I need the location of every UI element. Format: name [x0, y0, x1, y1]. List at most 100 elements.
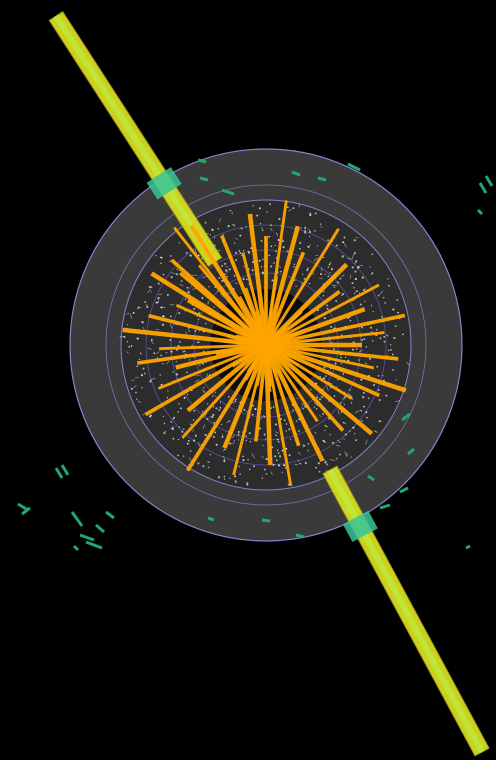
tracker-hit [363, 392, 365, 394]
tracker-hit [344, 451, 348, 457]
tracker-hit [319, 223, 322, 225]
tracker-hit [310, 388, 312, 391]
tracker-hit [140, 374, 144, 377]
tracker-hit [180, 407, 182, 410]
tracker-hit [169, 323, 173, 329]
tracker-hit [285, 430, 287, 432]
tracker-hit [155, 255, 157, 257]
tracker-hit [372, 310, 374, 313]
tracker-hit [262, 258, 264, 261]
tracker-hit [182, 350, 185, 353]
tracker-hit [361, 338, 363, 341]
particle-track [263, 344, 325, 462]
tracker-hit [126, 340, 129, 343]
tracker-hit [341, 294, 343, 296]
tracker-hit [151, 340, 154, 345]
tracker-hit [251, 413, 254, 416]
tracker-hit [344, 422, 346, 425]
tracker-hit [126, 351, 129, 354]
particle-track [175, 303, 267, 347]
muon-segment [401, 412, 411, 422]
tracker-hit [281, 449, 284, 452]
tracker-hit [150, 338, 153, 341]
tracker-hit [198, 441, 201, 447]
tracker-hit [302, 273, 304, 275]
tracker-hit [141, 321, 143, 323]
tracker-hit [384, 302, 386, 304]
tracker-hit [292, 409, 294, 412]
tracker-hit [254, 408, 257, 411]
tracker-hit [379, 420, 382, 423]
tracker-hit [318, 463, 321, 465]
tracker-hit [149, 377, 156, 381]
tracker-hit [263, 415, 266, 418]
tracker-hit [309, 212, 312, 215]
particle-track [265, 343, 399, 361]
tracker-hit [320, 273, 323, 276]
tracker-hit [355, 237, 359, 239]
tracker-hit [245, 226, 247, 228]
tracker-hit [293, 266, 295, 268]
tracker-hit [252, 261, 254, 263]
muon-segment [379, 503, 391, 510]
tracker-hit [309, 214, 312, 217]
tracker-hit [319, 415, 322, 417]
tracker-hit [189, 450, 192, 452]
tracker-hit [239, 234, 242, 237]
tracker-hit [274, 244, 276, 247]
tracker-hit [130, 345, 133, 347]
particle-track [181, 344, 268, 439]
tracker-hit [268, 235, 271, 238]
tracker-hit [307, 450, 309, 452]
tracker-hit [215, 443, 218, 446]
muon-segment [367, 474, 375, 482]
tracker-hit [263, 433, 266, 435]
tracker-hit [284, 467, 287, 469]
tracker-hit [223, 475, 226, 478]
tracker-hit [342, 293, 344, 296]
tracker-hit [286, 206, 289, 209]
tracker-hit [205, 322, 207, 325]
muon-segment [72, 544, 80, 552]
tracker-hit [243, 266, 245, 268]
tracker-hit [166, 396, 169, 399]
tracker-hit [161, 323, 165, 326]
tracker-hit [216, 290, 219, 293]
tracker-hit [194, 248, 198, 255]
tracker-hit [322, 412, 324, 415]
tracker-hit [171, 272, 176, 275]
tracker-hit [395, 400, 400, 402]
tracker-hit [298, 247, 301, 250]
tracker-hit [337, 409, 340, 415]
tracker-hit [336, 281, 339, 284]
particle-track [264, 344, 293, 487]
tracker-hit [270, 471, 273, 475]
muon-segment [347, 162, 361, 172]
tracker-hit [148, 286, 151, 288]
tracker-hit [194, 379, 200, 383]
tracker-hit [335, 300, 338, 302]
tracker-hit [307, 443, 310, 445]
muon-segment [105, 510, 115, 520]
tracker-hit [245, 439, 248, 442]
tracker-hit [237, 431, 240, 433]
tracker-hit [353, 252, 356, 255]
tracker-hit [182, 428, 185, 430]
tracker-hit [159, 374, 161, 376]
tracker-hit [288, 428, 291, 431]
tracker-hit [136, 398, 138, 400]
tracker-hit [359, 303, 362, 306]
tracker-hit [337, 440, 339, 442]
tracker-hit [186, 442, 189, 445]
tracker-hit [260, 266, 263, 268]
tracker-hit [234, 400, 237, 403]
tracker-hit [184, 350, 186, 352]
tracker-hit [175, 361, 178, 363]
tracker-hit [155, 301, 158, 304]
tracker-hit [220, 423, 223, 426]
tracker-hit [292, 207, 295, 210]
tracker-hit [221, 436, 224, 438]
tracker-hit [261, 456, 265, 458]
tracker-hit [394, 337, 396, 339]
